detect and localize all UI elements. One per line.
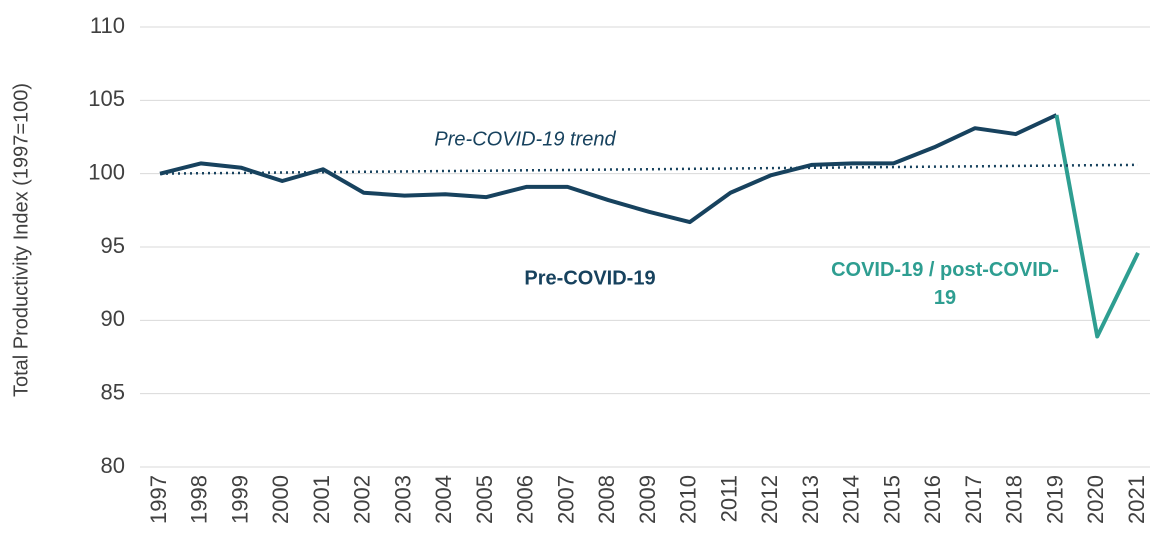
x-tick-label: 1997 [146, 475, 171, 524]
series-line [159, 113, 1058, 225]
x-tick-label: 1998 [187, 475, 212, 524]
x-tick-label: 2004 [431, 475, 456, 524]
x-tick-label: 2012 [757, 475, 782, 524]
y-tick-label: 85 [101, 379, 125, 404]
x-tick-label: 2005 [472, 475, 497, 524]
y-tick-label: 110 [90, 13, 125, 38]
x-tick-label: 2008 [594, 475, 619, 524]
x-tick-label: 2015 [879, 475, 904, 524]
y-tick-label: 95 [101, 233, 125, 258]
x-tick-label: 2013 [798, 475, 823, 524]
pre-covid-label: Pre-COVID-19 [524, 267, 655, 289]
x-tick-label: 2010 [676, 475, 701, 524]
x-tick-label: 2019 [1042, 475, 1067, 524]
x-tick-label: 2021 [1124, 475, 1149, 524]
x-tick-label: 2014 [839, 475, 864, 524]
covid-label: COVID-19 / post-COVID-19 [831, 259, 1059, 309]
x-tick-label: 1999 [227, 475, 252, 524]
x-tick-label: 2006 [513, 475, 538, 524]
x-tick-label: 2002 [350, 475, 375, 524]
trend-label: Pre-COVID-19 trend [434, 128, 616, 150]
series-line [159, 163, 1139, 175]
x-tick-label: 2020 [1083, 475, 1108, 524]
y-tick-label: 90 [101, 306, 125, 331]
y-tick-label: 100 [88, 159, 125, 184]
y-tick-label: 80 [101, 453, 125, 478]
x-tick-label: 2009 [635, 475, 660, 524]
x-tick-label: 2011 [716, 475, 741, 522]
x-tick-label: 2000 [268, 475, 293, 524]
x-tick-label: 2001 [309, 475, 334, 524]
x-tick-label: 2017 [961, 475, 986, 524]
x-tick-label: 2018 [1002, 475, 1027, 524]
series-line [1054, 114, 1140, 339]
y-axis-label: Total Productivity Index (1997=100) [10, 83, 32, 397]
x-tick-label: 2007 [553, 475, 578, 524]
x-tick-label: 2003 [390, 475, 415, 524]
x-tick-label: 2016 [920, 475, 945, 524]
y-tick-label: 105 [88, 86, 125, 111]
